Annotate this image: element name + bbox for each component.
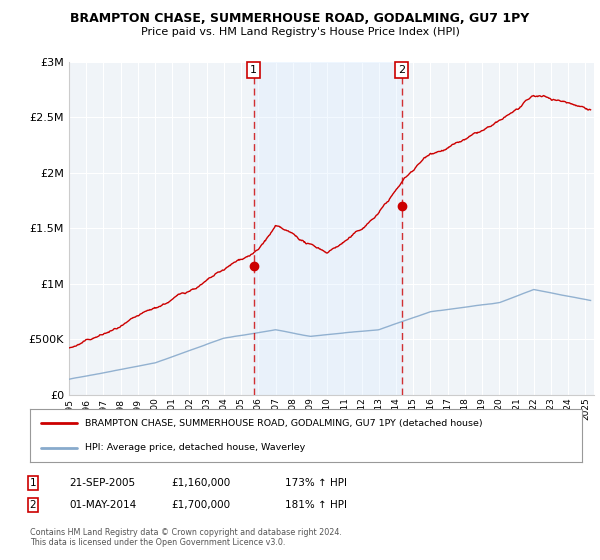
Text: £1,700,000: £1,700,000 xyxy=(171,500,230,510)
Text: 181% ↑ HPI: 181% ↑ HPI xyxy=(285,500,347,510)
Text: 1: 1 xyxy=(29,478,37,488)
Text: 01-MAY-2014: 01-MAY-2014 xyxy=(69,500,136,510)
Text: BRAMPTON CHASE, SUMMERHOUSE ROAD, GODALMING, GU7 1PY (detached house): BRAMPTON CHASE, SUMMERHOUSE ROAD, GODALM… xyxy=(85,419,483,428)
Text: 1: 1 xyxy=(250,65,257,75)
Text: 21-SEP-2005: 21-SEP-2005 xyxy=(69,478,135,488)
Text: 173% ↑ HPI: 173% ↑ HPI xyxy=(285,478,347,488)
Text: Price paid vs. HM Land Registry's House Price Index (HPI): Price paid vs. HM Land Registry's House … xyxy=(140,27,460,38)
Text: BRAMPTON CHASE, SUMMERHOUSE ROAD, GODALMING, GU7 1PY: BRAMPTON CHASE, SUMMERHOUSE ROAD, GODALM… xyxy=(70,12,530,25)
Text: 2: 2 xyxy=(398,65,405,75)
Text: 2: 2 xyxy=(29,500,37,510)
Text: Contains HM Land Registry data © Crown copyright and database right 2024.
This d: Contains HM Land Registry data © Crown c… xyxy=(30,528,342,547)
Bar xyxy=(254,62,402,395)
Text: HPI: Average price, detached house, Waverley: HPI: Average price, detached house, Wave… xyxy=(85,443,305,452)
Text: £1,160,000: £1,160,000 xyxy=(171,478,230,488)
